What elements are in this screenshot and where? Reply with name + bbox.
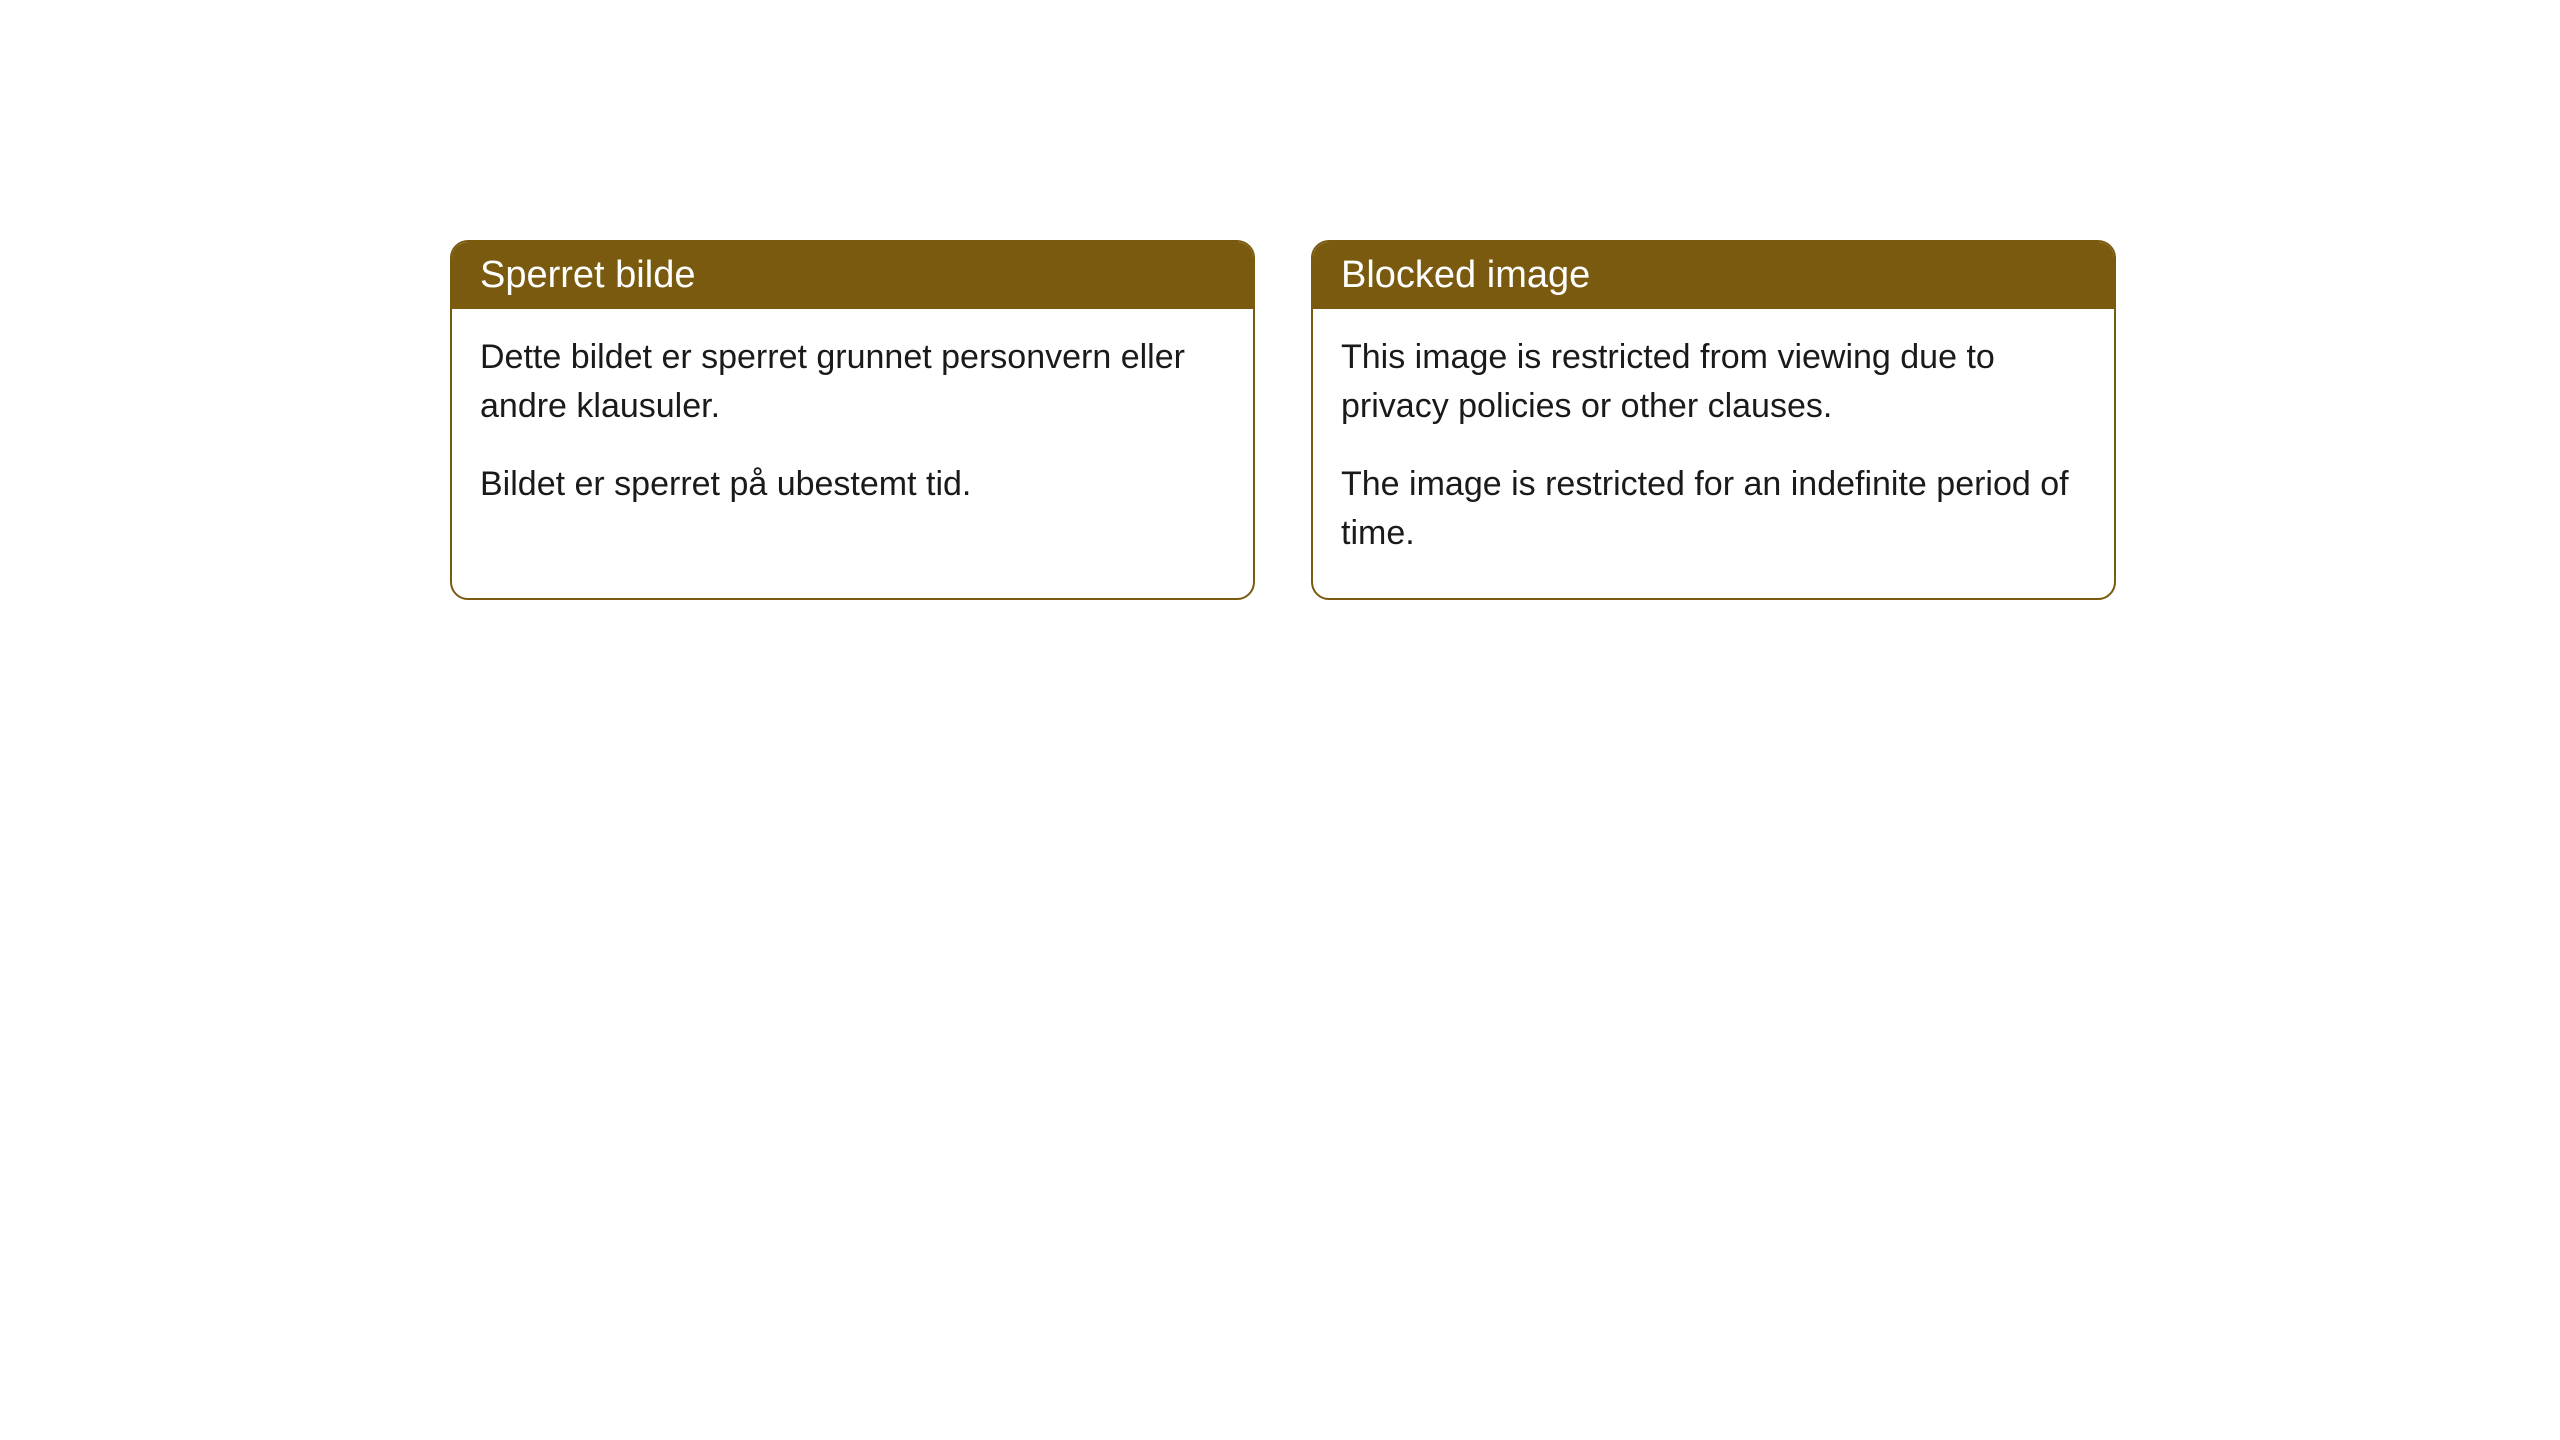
cards-container: Sperret bilde Dette bildet er sperret gr… [450, 240, 2116, 600]
card-header-english: Blocked image [1313, 242, 2114, 309]
card-text-1-english: This image is restricted from viewing du… [1341, 333, 2086, 432]
card-title-norwegian: Sperret bilde [480, 254, 695, 296]
card-norwegian: Sperret bilde Dette bildet er sperret gr… [450, 240, 1255, 600]
card-text-2-norwegian: Bildet er sperret på ubestemt tid. [480, 460, 1225, 509]
card-text-2-english: The image is restricted for an indefinit… [1341, 460, 2086, 559]
card-english: Blocked image This image is restricted f… [1311, 240, 2116, 600]
card-text-1-norwegian: Dette bildet er sperret grunnet personve… [480, 333, 1225, 432]
card-body-english: This image is restricted from viewing du… [1313, 309, 2114, 598]
card-body-norwegian: Dette bildet er sperret grunnet personve… [452, 309, 1253, 549]
card-title-english: Blocked image [1341, 254, 1590, 296]
card-header-norwegian: Sperret bilde [452, 242, 1253, 309]
